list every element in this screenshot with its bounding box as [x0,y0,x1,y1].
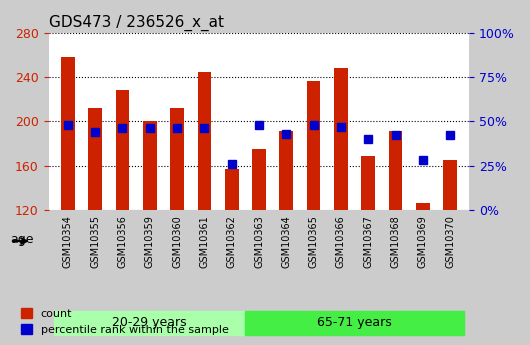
Bar [198,72,211,210]
Legend: count, percentile rank within the sample: count, percentile rank within the sample [16,304,233,339]
Text: age: age [11,233,34,246]
Bar [307,81,321,210]
Bar [143,121,156,210]
Text: 20-29 years: 20-29 years [112,316,187,329]
Bar [116,90,129,210]
Text: GDS473 / 236526_x_at: GDS473 / 236526_x_at [49,15,224,31]
Bar [416,204,430,210]
Bar [88,108,102,210]
Bar [389,131,402,210]
Text: 65-71 years: 65-71 years [317,316,392,329]
Bar [279,131,293,210]
Bar [444,160,457,210]
Bar [252,149,266,210]
Bar [334,68,348,210]
Bar [61,57,75,210]
Bar [225,169,238,210]
Bar [361,156,375,210]
Bar [170,108,184,210]
